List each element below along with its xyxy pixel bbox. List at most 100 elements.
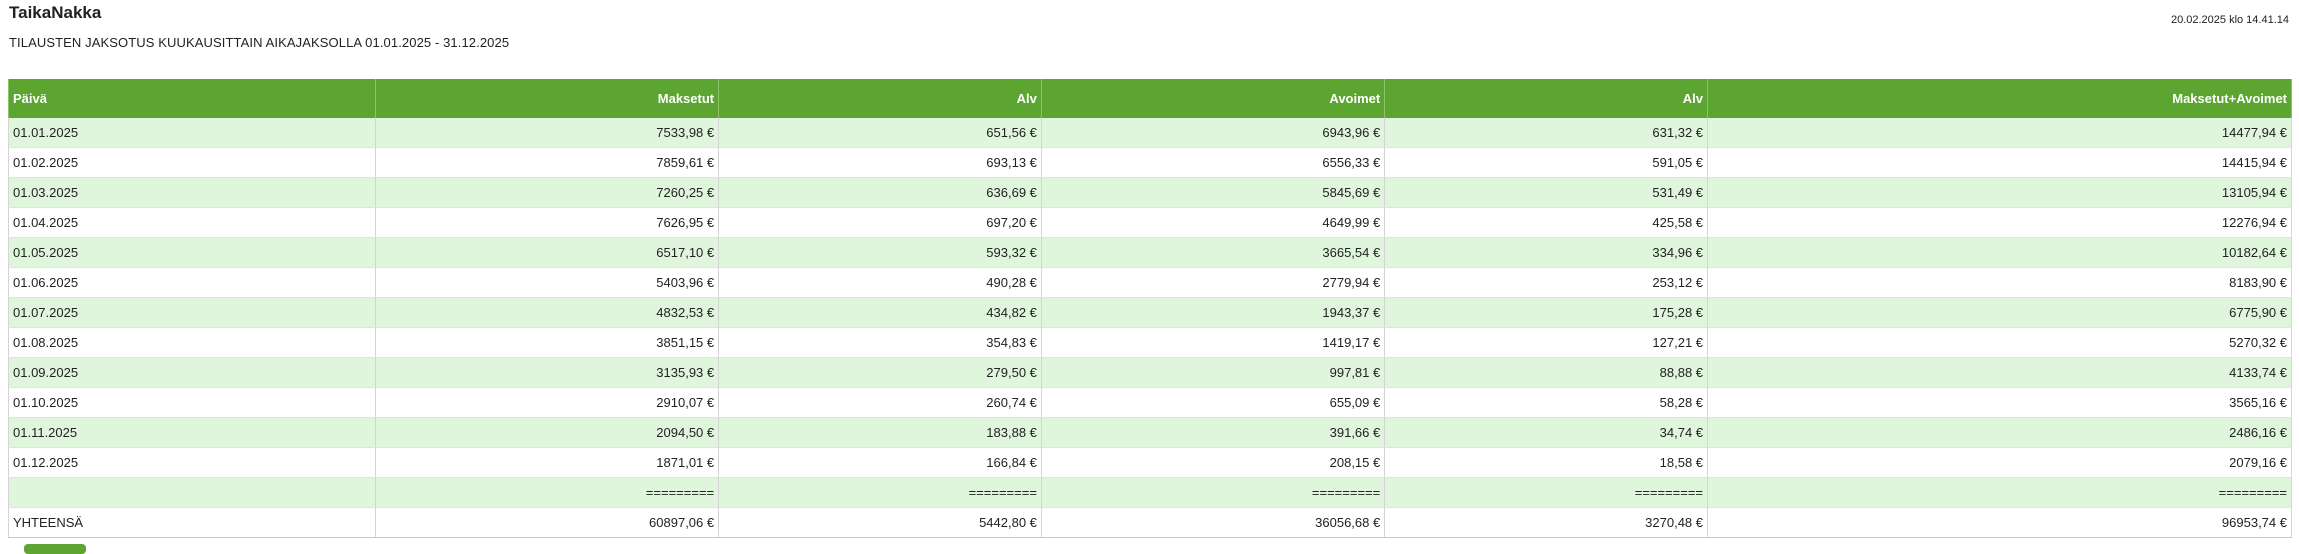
cell-paid: 5403,96 €	[374, 267, 720, 298]
column-header-open: Avoimet	[1040, 79, 1386, 118]
table-row: 01.03.2025 7260,25 €636,69 €5845,69 €531,…	[8, 177, 2292, 208]
cell-vat-open: 531,49 €	[1384, 177, 1709, 208]
cell-open: 6556,33 €	[1040, 147, 1386, 178]
cell-total: 10182,64 €	[1707, 237, 2292, 268]
table-row: 01.05.2025 6517,10 €593,32 €3665,54 €334,…	[8, 237, 2292, 268]
column-header-total: Maksetut+Avoimet	[1707, 79, 2292, 118]
cell-total: 14415,94 €	[1707, 147, 2292, 178]
monthly-report-table: Päivä Maksetut Alv Avoimet Alv Maksetut+Avoim…	[8, 79, 2292, 538]
cell-total: 2079,16 €	[1707, 447, 2292, 478]
cell-vat-open: 591,05 €	[1384, 147, 1709, 178]
cell-open: 36056,68 €	[1040, 507, 1386, 538]
report-title: TILAUSTEN JAKSOTUS KUUKAUSITTAIN AIKAJAK…	[9, 35, 510, 50]
table-row: 01.08.2025 3851,15 €354,83 €1419,17 €127,…	[8, 327, 2292, 358]
cell-total: 13105,94 €	[1707, 177, 2292, 208]
cell-paid: 3851,15 €	[374, 327, 720, 358]
cell-date: 01.08.2025	[8, 327, 376, 358]
table-row: 01.02.2025 7859,61 €693,13 €6556,33 €591,…	[8, 147, 2292, 178]
report-timestamp: 20.02.2025 klo 14.41.14	[2170, 14, 2289, 26]
cell-vat-paid: 636,69 €	[718, 177, 1042, 208]
cell-vat-paid: 593,32 €	[718, 237, 1042, 268]
cell-date: 01.06.2025	[8, 267, 376, 298]
cell-total: 3565,16 €	[1707, 387, 2292, 418]
table-row: 01.12.2025 1871,01 €166,84 €208,15 €18,58…	[8, 447, 2292, 478]
table-row: 01.04.2025 7626,95 €697,20 €4649,99 €425,…	[8, 207, 2292, 238]
cell-vat-open: 425,58 €	[1384, 207, 1709, 238]
cell-vat-paid: 490,28 €	[718, 267, 1042, 298]
cell-paid: 2094,50 €	[374, 417, 720, 448]
cell-open: 655,09 €	[1040, 387, 1386, 418]
cell-paid: =========	[374, 477, 720, 508]
column-header-vat-paid: Alv	[718, 79, 1042, 118]
cell-vat-paid: 166,84 €	[718, 447, 1042, 478]
cell-vat-paid: 651,56 €	[718, 118, 1042, 148]
cell-date: YHTEENSÄ	[8, 507, 376, 538]
cell-paid: 1871,01 €	[374, 447, 720, 478]
cell-date: 01.07.2025	[8, 297, 376, 328]
cell-vat-paid: 183,88 €	[718, 417, 1042, 448]
table-row: 01.07.2025 4832,53 €434,82 €1943,37 €175,…	[8, 297, 2292, 328]
cell-date: 01.12.2025	[8, 447, 376, 478]
table-header-row: Päivä Maksetut Alv Avoimet Alv Maksetut+Avoim…	[8, 79, 2292, 118]
cell-vat-open: 18,58 €	[1384, 447, 1709, 478]
cell-total: 14477,94 €	[1707, 118, 2292, 148]
action-button[interactable]	[24, 544, 86, 554]
app-title: TaikaNakka	[9, 3, 102, 22]
cell-vat-paid: 279,50 €	[718, 357, 1042, 388]
cell-date: 01.03.2025	[8, 177, 376, 208]
cell-total: 5270,32 €	[1707, 327, 2292, 358]
cell-vat-open: 34,74 €	[1384, 417, 1709, 448]
cell-open: 1943,37 €	[1040, 297, 1386, 328]
cell-open: 997,81 €	[1040, 357, 1386, 388]
cell-vat-open: 127,21 €	[1384, 327, 1709, 358]
cell-date: 01.02.2025	[8, 147, 376, 178]
cell-total: 2486,16 €	[1707, 417, 2292, 448]
cell-open: 6943,96 €	[1040, 118, 1386, 148]
cell-vat-open: 631,32 €	[1384, 118, 1709, 148]
table-row: 01.10.2025 2910,07 €260,74 €655,09 €58,28…	[8, 387, 2292, 418]
cell-vat-open: 3270,48 €	[1384, 507, 1709, 538]
cell-open: 391,66 €	[1040, 417, 1386, 448]
separator-row: ========= ========= ========= ========= ====…	[8, 477, 2292, 508]
cell-date: 01.01.2025	[8, 118, 376, 148]
cell-vat-paid: 697,20 €	[718, 207, 1042, 238]
cell-vat-open: 58,28 €	[1384, 387, 1709, 418]
cell-vat-open: 88,88 €	[1384, 357, 1709, 388]
cell-vat-open: 253,12 €	[1384, 267, 1709, 298]
cell-date: 01.05.2025	[8, 237, 376, 268]
column-header-vat-open: Alv	[1384, 79, 1709, 118]
cell-vat-paid: =========	[718, 477, 1042, 508]
cell-paid: 4832,53 €	[374, 297, 720, 328]
cell-paid: 6517,10 €	[374, 237, 720, 268]
table-row: 01.06.2025 5403,96 €490,28 €2779,94 €253,…	[8, 267, 2292, 298]
cell-total: 8183,90 €	[1707, 267, 2292, 298]
cell-total: =========	[1707, 477, 2292, 508]
cell-date: 01.10.2025	[8, 387, 376, 418]
column-header-paid: Maksetut	[374, 79, 720, 118]
cell-vat-open: 334,96 €	[1384, 237, 1709, 268]
total-row: YHTEENSÄ 60897,06 €5442,80 €36056,68 €327…	[8, 507, 2292, 538]
cell-total: 96953,74 €	[1707, 507, 2292, 538]
cell-paid: 7626,95 €	[374, 207, 720, 238]
cell-vat-paid: 260,74 €	[718, 387, 1042, 418]
table-row: 01.09.2025 3135,93 €279,50 €997,81 €88,88…	[8, 357, 2292, 388]
cell-vat-paid: 5442,80 €	[718, 507, 1042, 538]
cell-open: 208,15 €	[1040, 447, 1386, 478]
cell-date	[8, 477, 376, 508]
cell-paid: 2910,07 €	[374, 387, 720, 418]
cell-vat-paid: 434,82 €	[718, 297, 1042, 328]
table-body: 01.01.2025 7533,98 €651,56 €6943,96 €631,…	[8, 118, 2292, 538]
cell-open: 5845,69 €	[1040, 177, 1386, 208]
cell-paid: 7533,98 €	[374, 118, 720, 148]
cell-open: 3665,54 €	[1040, 237, 1386, 268]
cell-vat-paid: 354,83 €	[718, 327, 1042, 358]
cell-paid: 3135,93 €	[374, 357, 720, 388]
cell-total: 6775,90 €	[1707, 297, 2292, 328]
cell-open: 2779,94 €	[1040, 267, 1386, 298]
cell-open: 1419,17 €	[1040, 327, 1386, 358]
column-header-date: Päivä	[8, 79, 376, 118]
cell-paid: 60897,06 €	[374, 507, 720, 538]
cell-vat-open: =========	[1384, 477, 1709, 508]
cell-total: 4133,74 €	[1707, 357, 2292, 388]
cell-vat-paid: 693,13 €	[718, 147, 1042, 178]
